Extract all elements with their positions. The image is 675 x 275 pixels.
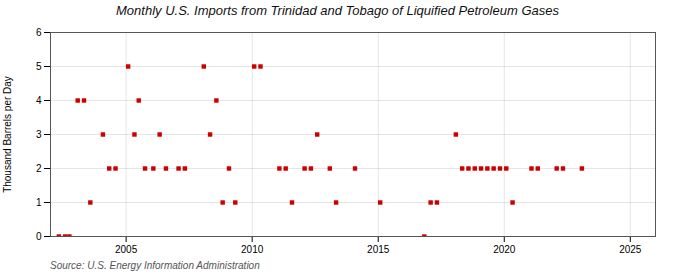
svg-text:Thousand Barrels per Day: Thousand Barrels per Day bbox=[2, 76, 13, 193]
svg-text:2010: 2010 bbox=[241, 244, 264, 255]
svg-text:2025: 2025 bbox=[619, 244, 642, 255]
svg-text:5: 5 bbox=[36, 61, 42, 72]
svg-text:2005: 2005 bbox=[115, 244, 138, 255]
svg-text:1: 1 bbox=[36, 197, 42, 208]
svg-text:3: 3 bbox=[36, 129, 42, 140]
html-text:Monthly U.S. Imports from Trin: Monthly U.S. Imports from Trinidad and T… bbox=[116, 3, 559, 18]
svg-text:2015: 2015 bbox=[367, 244, 390, 255]
svg-text:2020: 2020 bbox=[493, 244, 516, 255]
svg-text:2: 2 bbox=[36, 163, 42, 174]
svg-text:0: 0 bbox=[36, 231, 42, 242]
html-text:Source: U.S. Energy Informatio: Source: U.S. Energy Information Administ… bbox=[50, 260, 260, 271]
svg-text:4: 4 bbox=[36, 95, 42, 106]
svg-text:6: 6 bbox=[36, 27, 42, 38]
